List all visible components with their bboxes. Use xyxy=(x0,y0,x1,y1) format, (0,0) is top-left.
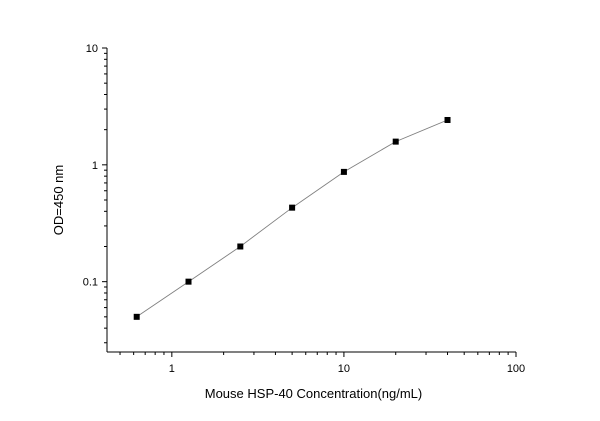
y-tick-label: 0.1 xyxy=(83,277,98,289)
y-tick-label: 10 xyxy=(86,43,98,55)
fit-curve xyxy=(136,119,448,318)
data-point xyxy=(133,313,140,320)
data-point xyxy=(185,278,192,285)
data-point xyxy=(340,168,347,175)
data-points xyxy=(133,116,451,320)
data-point xyxy=(289,204,296,211)
x-axis-ticks: 1 10 100 xyxy=(119,352,525,375)
data-point xyxy=(444,116,451,123)
y-axis-ticks: 0.1 1 10 xyxy=(83,43,107,344)
x-tick-label: 100 xyxy=(507,363,525,375)
y-tick-label: 1 xyxy=(92,160,98,172)
data-point xyxy=(237,243,244,250)
x-tick-label: 1 xyxy=(169,363,175,375)
x-tick-label: 10 xyxy=(338,363,350,375)
x-axis-title: Mouse HSP-40 Concentration(ng/mL) xyxy=(205,386,423,401)
y-axis-title: OD=450 nm xyxy=(51,165,66,235)
data-point xyxy=(392,138,399,145)
